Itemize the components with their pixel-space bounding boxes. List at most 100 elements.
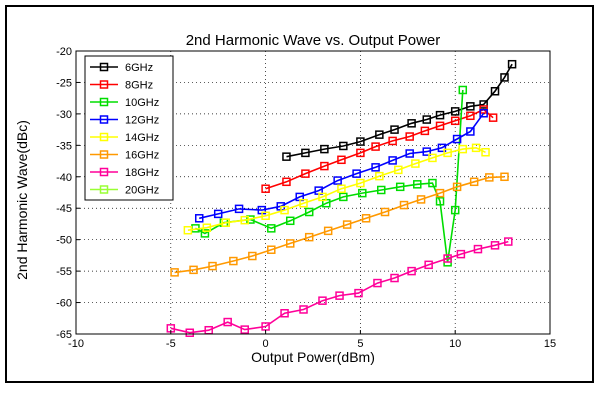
- data-point: [342, 220, 352, 229]
- data-point: [390, 125, 399, 134]
- y-tick-label: -30: [56, 109, 72, 121]
- data-point: [356, 148, 365, 158]
- data-point: [320, 144, 329, 154]
- data-point: [301, 148, 310, 158]
- legend-label: 20GHz: [125, 185, 159, 197]
- data-point: [240, 325, 249, 334]
- data-point: [424, 260, 433, 270]
- legend-marker: [99, 62, 109, 72]
- data-point: [390, 273, 399, 283]
- legend-box: [84, 55, 174, 201]
- data-point: [443, 254, 452, 263]
- data-point: [456, 249, 466, 259]
- data-point: [488, 113, 498, 122]
- data-point: [339, 141, 348, 151]
- data-point: [452, 134, 462, 144]
- data-point: [261, 322, 270, 331]
- data-point: [261, 184, 270, 193]
- data-point: [500, 172, 509, 182]
- data-point: [407, 266, 416, 276]
- legend-label: 8GHz: [125, 80, 153, 92]
- x-axis-label: Output Power(dBm): [251, 349, 375, 365]
- legend-item: 20GHz: [90, 185, 159, 197]
- legend-marker: [99, 185, 109, 194]
- series-line: [174, 176, 505, 274]
- data-point: [301, 169, 310, 178]
- data-point: [323, 226, 333, 236]
- legend-item: 18GHz: [90, 167, 159, 179]
- data-point: [208, 261, 217, 271]
- data-point: [504, 237, 513, 246]
- data-point: [388, 156, 397, 165]
- data-point: [358, 188, 367, 198]
- data-point: [337, 155, 346, 165]
- data-point: [458, 85, 468, 95]
- legend-item: 6GHz: [90, 62, 153, 74]
- data-point: [234, 204, 244, 214]
- y-tick-label: -50: [56, 235, 72, 247]
- data-point: [469, 177, 479, 187]
- series-12GHz: [194, 109, 488, 223]
- data-point: [221, 218, 231, 227]
- data-point: [339, 192, 348, 202]
- data-point: [280, 308, 289, 318]
- x-tick-label: -5: [166, 338, 176, 350]
- data-point: [395, 182, 405, 192]
- data-point: [285, 216, 295, 226]
- legend-label: 16GHz: [125, 150, 159, 162]
- data-point: [213, 209, 223, 219]
- data-point: [320, 161, 329, 171]
- legend-label: 12GHz: [125, 115, 159, 127]
- data-point: [373, 278, 382, 288]
- legend-marker: [99, 115, 109, 124]
- data-point: [452, 182, 462, 192]
- x-tick-label: -10: [68, 338, 84, 350]
- data-point: [471, 143, 481, 153]
- data-point: [285, 239, 295, 248]
- data-point: [356, 137, 365, 146]
- chart-title: 2nd Harmonic Wave vs. Output Power: [186, 32, 441, 49]
- data-point: [240, 215, 249, 225]
- data-point: [466, 111, 475, 121]
- data-point: [443, 148, 452, 158]
- x-tick-label: 10: [449, 338, 461, 350]
- legend-label: 6GHz: [125, 62, 153, 74]
- data-point: [490, 241, 500, 250]
- data-point: [304, 232, 314, 242]
- data-point: [280, 205, 289, 215]
- data-point: [318, 192, 327, 202]
- y-tick-label: -60: [56, 298, 72, 310]
- data-point: [335, 291, 344, 300]
- series-14GHz: [183, 143, 490, 235]
- data-point: [170, 268, 179, 277]
- data-point: [299, 305, 308, 314]
- data-point: [407, 119, 416, 128]
- legend-label: 18GHz: [125, 167, 159, 179]
- y-tick-label: -25: [56, 77, 72, 89]
- data-point: [435, 188, 445, 198]
- data-point: [356, 178, 365, 188]
- data-point: [437, 143, 447, 153]
- legend-label: 14GHz: [125, 132, 159, 144]
- series-10GHz: [191, 85, 468, 267]
- data-point: [282, 177, 291, 187]
- legend: 6GHz 8GHz 10GHz 12GHz 14GHz 16GHz 18GHz 20GHz: [84, 55, 174, 201]
- y-tick-label: -45: [56, 203, 72, 215]
- chart-frame: [5, 5, 594, 383]
- data-point: [267, 224, 276, 233]
- data-point: [466, 102, 475, 111]
- series-8GHz: [261, 105, 498, 193]
- data-point: [354, 288, 363, 298]
- series-line: [265, 108, 494, 190]
- x-ticks: -10 -5 0 5 10 15: [68, 330, 556, 350]
- data-point: [399, 200, 409, 210]
- data-point: [466, 127, 475, 136]
- data-point: [337, 184, 346, 193]
- data-point: [229, 256, 238, 266]
- series-18GHz: [166, 237, 513, 337]
- data-point: [428, 153, 437, 163]
- data-point: [481, 148, 490, 157]
- data-point: [413, 180, 422, 189]
- y-tick-label: -65: [56, 329, 72, 341]
